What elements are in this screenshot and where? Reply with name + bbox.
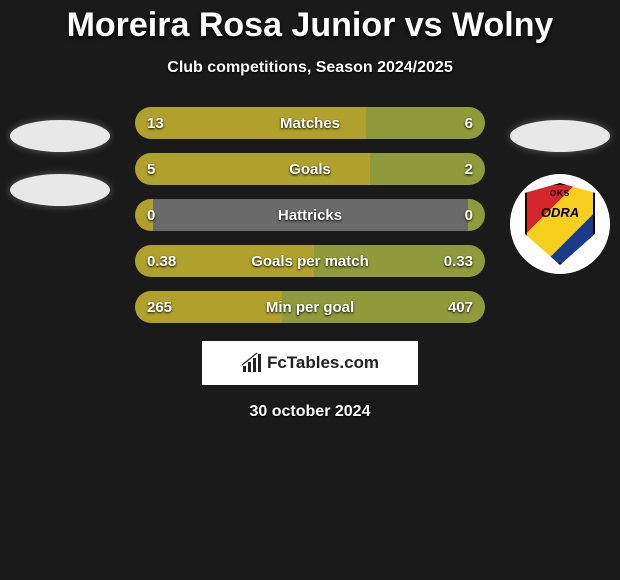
stat-row: 0.38 0.33 Goals per match bbox=[135, 245, 485, 277]
stat-value-right: 0 bbox=[465, 199, 473, 231]
shield-top-text: OKS bbox=[527, 189, 593, 198]
stat-label: Goals per match bbox=[251, 245, 369, 277]
team-logo-left-2 bbox=[10, 174, 110, 206]
stat-row: 13 6 Matches bbox=[135, 107, 485, 139]
stat-value-left: 5 bbox=[147, 153, 155, 185]
shield-mid-text: ODRA bbox=[527, 205, 593, 220]
left-logo-column bbox=[10, 120, 110, 206]
team-logo-right-1 bbox=[510, 120, 610, 152]
stat-bar-left bbox=[135, 153, 370, 185]
team-logo-left-1 bbox=[10, 120, 110, 152]
stat-label: Goals bbox=[289, 153, 331, 185]
stat-value-right: 2 bbox=[465, 153, 473, 185]
stat-label: Hattricks bbox=[278, 199, 342, 231]
stat-value-right: 0.33 bbox=[444, 245, 473, 277]
brand-box[interactable]: FcTables.com bbox=[202, 341, 418, 385]
stat-value-left: 13 bbox=[147, 107, 164, 139]
stat-label: Min per goal bbox=[266, 291, 354, 323]
subtitle: Club competitions, Season 2024/2025 bbox=[0, 59, 620, 77]
stat-row: 265 407 Min per goal bbox=[135, 291, 485, 323]
team-logo-right-2: OKS ODRA bbox=[510, 174, 610, 274]
page-title: Moreira Rosa Junior vs Wolny bbox=[0, 0, 620, 45]
shield-icon: OKS ODRA bbox=[525, 183, 595, 265]
stat-row: 5 2 Goals bbox=[135, 153, 485, 185]
stat-value-left: 265 bbox=[147, 291, 172, 323]
stat-value-left: 0.38 bbox=[147, 245, 176, 277]
date-label: 30 october 2024 bbox=[0, 403, 620, 421]
stat-value-left: 0 bbox=[147, 199, 155, 231]
stat-label: Matches bbox=[280, 107, 340, 139]
brand-text: FcTables.com bbox=[267, 353, 379, 373]
stat-bars: 13 6 Matches 5 2 Goals 0 0 Hattricks 0.38 0.33 Goal… bbox=[135, 107, 485, 323]
brand-chart-icon bbox=[241, 352, 263, 374]
stat-row: 0 0 Hattricks bbox=[135, 199, 485, 231]
stat-value-right: 6 bbox=[465, 107, 473, 139]
stat-value-right: 407 bbox=[448, 291, 473, 323]
right-logo-column: OKS ODRA bbox=[510, 120, 610, 274]
